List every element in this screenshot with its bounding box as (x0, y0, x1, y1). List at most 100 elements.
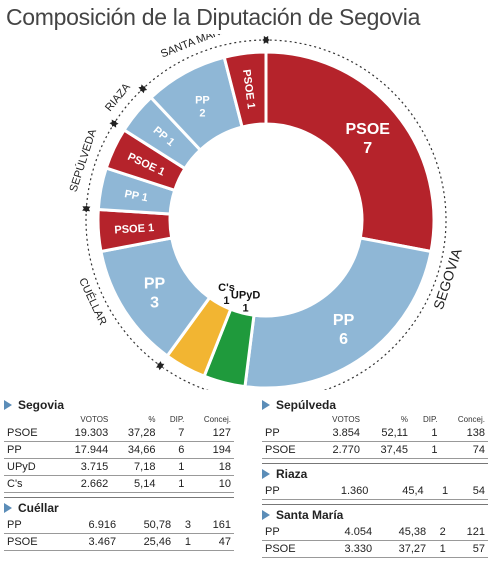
table-cell: 6 (158, 441, 188, 459)
table-cell: 37,27 (375, 540, 430, 558)
district-bracket (86, 126, 113, 205)
segment-label: PP 1 (123, 188, 148, 204)
table-row: PP 6.916 50,78 3 161 (4, 517, 234, 534)
table-cell: PSOE (4, 533, 65, 551)
district-bracket (115, 90, 141, 121)
table-cell: PP (262, 425, 315, 442)
table-cell: 19.303 (55, 425, 112, 442)
district-name: Segovia (18, 398, 65, 412)
table-cell: 18 (187, 458, 234, 476)
table-cell: 6.916 (64, 517, 120, 534)
column-header: % (400, 415, 409, 424)
district-label: SEGOVIA (430, 246, 465, 312)
table-cell: 1 (174, 533, 194, 551)
table-cell: 7,18 (111, 458, 159, 476)
triangle-icon (262, 400, 270, 410)
segment-label: C's (218, 282, 235, 294)
table-cell: 3.854 (314, 425, 363, 442)
district-name: Riaza (276, 467, 308, 481)
segment-text: PP 1 (123, 188, 148, 204)
district-header: Santa María (262, 508, 488, 522)
district-table: Santa María PP 4.054 45,38 2 121 PSOE 3.330 37,2… (262, 504, 488, 558)
table-cell: 45,38 (375, 524, 430, 541)
segment-text: C's 1 (218, 282, 235, 307)
district-table: Segovia VOTOS% DIP. Concej. PSOE 19.303 37,28 7… (4, 398, 234, 493)
district-name: Santa María (276, 508, 344, 522)
table-cell: 34,66 (111, 441, 159, 459)
column-header: DIP. (422, 415, 438, 424)
column-header: Concej. (203, 415, 231, 424)
segment-text: PSOE 1 (240, 69, 257, 110)
district-name: Cuéllar (18, 501, 59, 515)
table-cell: 57 (448, 540, 488, 558)
table-cell: 1 (429, 540, 449, 558)
table-cell: 7 (158, 425, 188, 442)
table-cell: 3.715 (55, 458, 112, 476)
district-header: Segovia (4, 398, 234, 412)
table-cell: 54 (451, 483, 488, 500)
page-title: Composición de la Diputación de Segovia (6, 4, 421, 30)
district-bracket (85, 212, 158, 364)
table-cell: PP (4, 441, 56, 459)
district-table: Sepúlveda VOTOS% DIP. Concej. PP 3.854 52,11 1 1… (262, 398, 488, 459)
table-cell: 3.330 (320, 540, 376, 558)
table-cell: 1 (426, 483, 452, 500)
table-cell: PP (4, 517, 65, 534)
table-row: PSOE 19.303 37,28 7 127 (4, 425, 234, 442)
table-cell: 1.360 (303, 483, 372, 500)
column-header: Concej. (457, 415, 485, 424)
table-row: PSOE 3.330 37,27 1 57 (262, 540, 488, 558)
table-cell: 25,46 (119, 533, 175, 551)
table-cell: 2 (429, 524, 449, 541)
table-cell: 2.662 (55, 475, 112, 493)
district-arrow (109, 120, 117, 128)
table-cell: 52,11 (362, 425, 412, 442)
table-cell: PSOE (262, 441, 315, 459)
table-cell: 138 (440, 425, 488, 442)
table-cell: C's (4, 475, 56, 493)
segment-text: PP 6 (333, 312, 355, 348)
segment-value: 6 (339, 331, 348, 348)
table-cell: 5,14 (111, 475, 159, 493)
triangle-icon (262, 510, 270, 520)
table-cell: PSOE (4, 425, 56, 442)
segment-text: PSOE 7 (345, 121, 390, 157)
segment-label: PSOE (345, 121, 390, 138)
table-cell: 37,28 (111, 425, 159, 442)
column-header: DIP. (169, 415, 185, 424)
segment-text: PP 2 (195, 94, 210, 119)
table-cell: 45,4 (371, 483, 427, 500)
table-cell: 1 (411, 425, 441, 442)
district-header: Riaza (262, 467, 488, 481)
table-cell: 121 (448, 524, 488, 541)
column-header: % (148, 415, 156, 424)
segment-label: PP (195, 94, 210, 106)
table-cell: 1 (158, 475, 188, 493)
triangle-icon (262, 469, 270, 479)
segment-label: UPyD (231, 289, 260, 301)
segment-text: PP 3 (144, 276, 166, 312)
table-cell: 37,45 (362, 441, 412, 459)
segment-value: 1 (243, 302, 249, 314)
segment-segovia-pp (243, 236, 433, 390)
triangle-icon (4, 503, 12, 513)
table-row: PP 17.944 34,66 6 194 (4, 441, 234, 459)
segment-label: PSOE 1 (114, 222, 154, 236)
district-label: CUÉLLAR (76, 276, 109, 327)
column-header: VOTOS (332, 415, 360, 424)
district-arrow (82, 204, 91, 212)
table-cell: 3 (174, 517, 194, 534)
table-cell: PP (262, 483, 304, 500)
table-cell: 50,78 (119, 517, 175, 534)
table-cell: 10 (187, 475, 234, 493)
table-cell: PSOE (262, 540, 321, 558)
table-cell: 74 (440, 441, 488, 459)
table-cell: UPyD (4, 458, 56, 476)
segment-santa-maria-psoe (222, 50, 268, 129)
district-table: Cuéllar PP 6.916 50,78 3 161 PSOE 3.467 25,46 1 47 (4, 497, 234, 551)
district-bracket (162, 39, 447, 390)
segment-value: 2 (199, 107, 205, 119)
segment-text: PSOE 1 (114, 222, 154, 236)
table-cell: 47 (193, 533, 234, 551)
table-cell: 194 (187, 441, 234, 459)
